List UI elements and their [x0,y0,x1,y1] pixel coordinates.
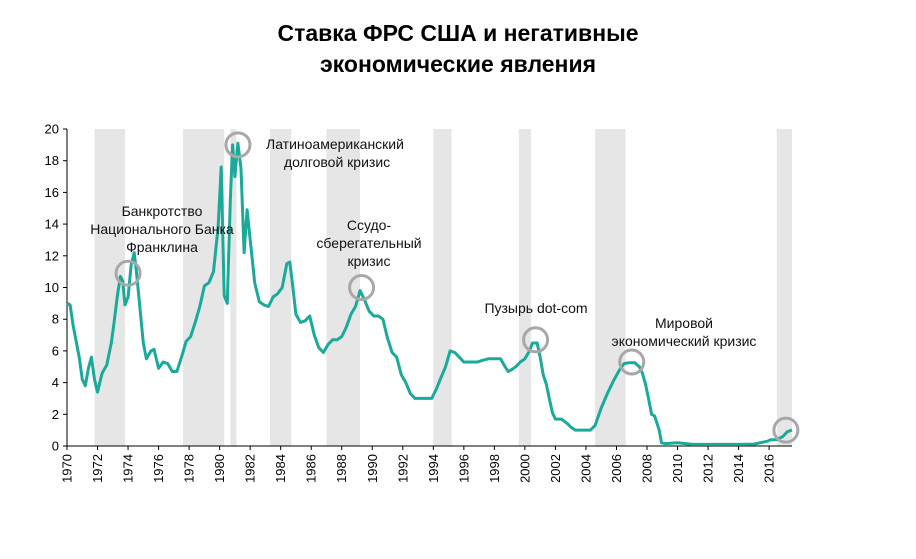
x-tick-label-1984: 1984 [273,454,288,483]
annotation-global-2: экономический кризис [612,333,757,349]
annotation-savings-2: сберегательный [316,235,421,251]
y-tick-label-10: 10 [45,280,59,295]
y-tick-label-20: 20 [45,122,59,137]
chart-title-line-2: экономические явления [319,51,597,77]
x-tick-label-1970: 1970 [60,454,75,483]
x-tick-label-1972: 1972 [90,454,105,483]
annotation-franklin-2: Национального Банка [90,221,234,237]
y-tick-label-14: 14 [45,217,59,232]
y-tick-label-8: 8 [52,312,59,327]
x-tick-label-2014: 2014 [731,454,746,483]
shaded-period-0 [94,129,125,446]
y-tick-label-4: 4 [52,375,59,390]
x-tick-label-2010: 2010 [670,454,685,483]
annotation-franklin-3: Франклина [126,239,198,255]
annotation-latam-1: Латиноамериканский [266,136,404,152]
annotation-global-1: Мировой [655,315,713,331]
annotation-savings-3: кризис [348,253,391,269]
x-tick-label-1986: 1986 [304,454,319,483]
event-circles [114,131,800,444]
shaded-period-4 [326,129,361,446]
event-circle-3 [522,326,550,354]
x-tick-label-1996: 1996 [456,454,471,483]
x-tick-label-2006: 2006 [609,454,624,483]
y-tick-label-12: 12 [45,248,59,263]
y-tick-label-18: 18 [45,153,59,168]
y-axis-ticks: 0 2 4 6 8 10 12 14 16 18 20 [45,122,67,454]
annotation-savings-1: Ссудо- [347,217,392,233]
y-tick-label-2: 2 [52,407,59,422]
shaded-period-8 [776,129,792,446]
y-tick-label-16: 16 [45,185,59,200]
chart-title-line-1: Ставка ФРС США и негативные [277,20,639,46]
x-tick-label-1982: 1982 [243,454,258,483]
shaded-period-7 [595,129,626,446]
x-tick-label-2002: 2002 [548,454,563,483]
x-tick-label-1988: 1988 [334,454,349,483]
event-circle-5 [772,416,800,444]
y-tick-label-0: 0 [52,439,59,454]
x-tick-label-1992: 1992 [395,454,410,483]
x-axis-ticks: 1970 1972 1974 1976 1978 1980 1982 1984 1986 1988… [60,446,777,483]
shaded-period-2 [230,129,237,446]
x-tick-label-1974: 1974 [121,454,136,483]
event-circle-0 [114,259,142,287]
event-circle-4 [618,348,646,376]
x-tick-label-2000: 2000 [517,454,532,483]
annotation-latam-2: долговой кризис [284,154,390,170]
event-circle-1 [224,131,252,159]
x-tick-label-2016: 2016 [762,454,777,483]
x-tick-label-1976: 1976 [151,454,166,483]
x-tick-label-2004: 2004 [578,454,593,483]
x-tick-label-1980: 1980 [212,454,227,483]
shaded-period-6 [518,129,531,446]
shaded-period-5 [433,129,452,446]
y-tick-label-6: 6 [52,343,59,358]
x-tick-label-1978: 1978 [182,454,197,483]
event-circle-2 [348,274,376,301]
annotation-franklin-1: Банкротство [122,203,203,219]
annotation-dotcom: Пузырь dot-com [484,300,587,316]
x-tick-label-1990: 1990 [365,454,380,483]
x-tick-label-2008: 2008 [640,454,655,483]
x-tick-label-1998: 1998 [487,454,502,483]
x-tick-label-1994: 1994 [426,454,441,483]
x-tick-label-2012: 2012 [701,454,716,483]
fed-rate-line [66,141,793,446]
recession-shading [94,129,792,446]
